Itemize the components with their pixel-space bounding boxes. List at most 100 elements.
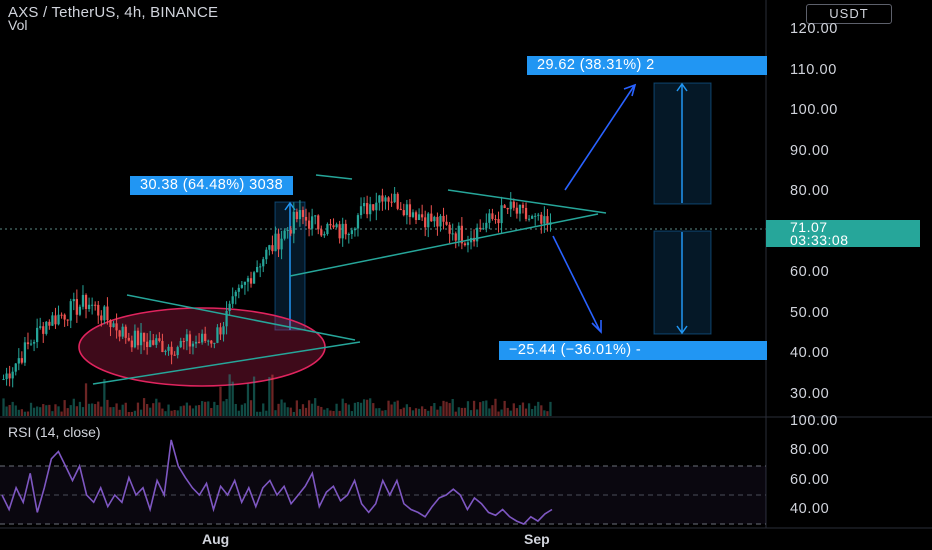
candle-body [329,223,332,226]
candle-body [277,233,280,250]
candle-body [359,206,363,216]
candle-body [39,326,42,328]
volume-bar [329,410,332,416]
candle-body [228,303,231,311]
candle-body [72,299,75,302]
rsi-axis-label: 100.00 [790,413,838,429]
volume-bar [549,401,552,416]
volume-bar [78,401,82,416]
volume-bar [222,401,225,416]
volume-bar [274,410,277,416]
price-axis-label: 50.00 [790,305,830,321]
volume-bar [243,403,247,416]
price-axis-label: 110.00 [790,62,837,78]
volume-bar [527,403,531,416]
consolidation-ellipse[interactable] [78,307,326,387]
volume-bar [295,400,298,416]
volume-bar [271,374,274,416]
volume-bar [121,404,124,416]
volume-bar [45,405,48,416]
volume-bar [256,411,259,416]
candle-body [127,337,130,341]
triangle-upper-trendline[interactable] [126,294,356,341]
candle-body [158,338,161,341]
pennant-top-segment[interactable] [315,174,353,180]
volume-label: Vol [8,17,28,33]
candle-body [191,343,195,347]
candle-body [268,245,271,250]
candle-body [225,310,228,327]
volume-bar [32,407,36,416]
volume-bar [219,386,222,416]
candle-body [405,204,408,216]
volume-bar [249,400,253,416]
volume-bar [399,409,402,416]
candle-body [366,203,369,215]
volume-bar [11,401,14,416]
volume-bar [109,407,112,416]
volume-bar [54,404,57,416]
volume-bar [118,409,121,416]
volume-bar [457,407,460,416]
volume-bar [393,401,396,416]
candle-body [537,214,540,216]
candle-body [204,333,207,342]
volume-bar [191,408,195,416]
rsi-axis-label: 60.00 [790,472,830,488]
candle-body [436,216,439,227]
candle-body [534,215,537,217]
volume-bar [136,402,140,416]
volume-bar [240,404,243,416]
candle-body [87,304,91,309]
measure-arrowhead-up [676,82,688,92]
volume-bar [57,406,60,416]
candle-body [51,315,54,326]
candle-body [130,340,133,348]
candle-body [421,214,424,218]
candle-body [399,208,402,211]
candle-body [63,314,66,320]
volume-bar [127,411,130,416]
volume-bar [69,405,72,416]
candle-body [454,233,457,241]
candle-body [341,223,344,239]
time-axis-label: Sep [524,531,550,547]
volume-bar [173,409,176,416]
candle-body [17,358,20,364]
volume-bar [100,406,103,416]
volume-bar [133,410,137,416]
volume-bar [17,409,20,416]
candle-body [466,242,470,246]
candle-body [497,219,500,224]
candle-body [479,227,482,229]
volume-bar [445,401,448,416]
volume-bar [396,400,399,416]
volume-bar [286,407,289,416]
triangle-lower-trendline[interactable] [92,341,361,385]
candle-body [213,342,216,344]
measure-label-left: 30.38 (64.48%) 3038 [130,176,294,195]
candle-body [527,218,531,220]
candle-body [417,214,421,221]
volume-bar [375,408,378,416]
candle-body [439,215,442,227]
candle-body [338,224,341,239]
volume-bar [531,409,534,416]
volume-bar [124,402,127,416]
candle-body [546,216,549,225]
volume-bar [97,401,100,416]
volume-bar [216,405,219,416]
currency-button[interactable]: USDT [806,4,892,24]
pennant-lower-trendline[interactable] [289,213,599,277]
volume-bar [60,411,63,416]
candle-body [106,306,109,321]
volume-bar [378,408,381,416]
candle-body [32,342,36,344]
volume-bar [512,403,515,416]
pennant-upper-trendline[interactable] [447,189,607,214]
candle-body [188,334,192,347]
candle-body [112,323,115,328]
volume-bar [442,400,445,416]
candle-body [259,266,262,268]
